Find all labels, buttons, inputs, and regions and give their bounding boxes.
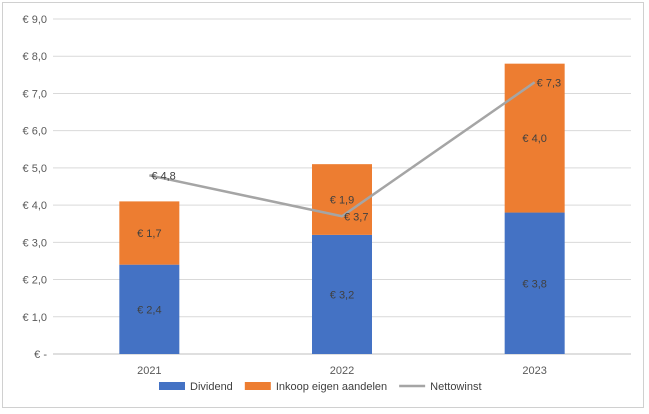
- line-series: [149, 81, 536, 218]
- bar-data-label: € 1,7: [137, 228, 161, 240]
- legend-item: Dividend: [159, 381, 233, 393]
- legend-label: Nettowinst: [430, 381, 481, 393]
- line-data-label: € 7,3: [537, 77, 561, 89]
- chart-frame: € - € 1,0 € 2,0 € 3,0 € 4,0 € 5,0 € 6,0 € 7,0 € …: [2, 2, 644, 408]
- bar-data-label: € 4,0: [522, 133, 546, 145]
- y-tick-label: € 1,0: [23, 312, 47, 324]
- legend-label: Inkoop eigen aandelen: [276, 381, 387, 393]
- data-labels: € 2,4 € 1,7 € 3,2 € 1,9 € 3,8 € 4,0 € 4,8 € 3,7…: [137, 77, 561, 316]
- x-axis-ticks: 2021 2022 2023: [137, 365, 547, 377]
- y-tick-label: € 6,0: [23, 126, 47, 138]
- chart: € - € 1,0 € 2,0 € 3,0 € 4,0 € 5,0 € 6,0 € 7,0 € …: [23, 14, 631, 393]
- legend-item: Inkoop eigen aandelen: [244, 381, 387, 393]
- y-tick-label: € 2,0: [23, 275, 47, 287]
- bar-data-label: € 1,9: [330, 195, 354, 207]
- bar-dividend-2022: [312, 234, 372, 354]
- legend-item: Nettowinst: [399, 381, 482, 393]
- bar-inkoop-2022: [312, 164, 372, 235]
- x-tick-label: 2022: [330, 365, 354, 377]
- y-tick-label: € 4,0: [23, 200, 47, 212]
- line-nettowinst: [149, 81, 536, 218]
- bar-data-label: € 3,2: [330, 289, 354, 301]
- y-tick-label: € 7,0: [23, 88, 47, 100]
- y-tick-label: € 9,0: [23, 14, 47, 26]
- y-tick-label: € -: [34, 349, 47, 361]
- bar-inkoop-2023: [504, 63, 565, 213]
- bars: [119, 63, 565, 354]
- y-tick-label: € 3,0: [23, 237, 47, 249]
- legend-swatch: [244, 382, 271, 390]
- bar-dividend-2023: [504, 212, 565, 354]
- y-tick-label: € 8,0: [23, 51, 47, 63]
- line-data-label: € 3,7: [344, 211, 368, 223]
- legend: Dividend Inkoop eigen aandelen Nettowinst: [159, 381, 482, 393]
- bar-dividend-2021: [119, 264, 180, 354]
- x-tick-label: 2023: [522, 365, 546, 377]
- legend-label: Dividend: [190, 381, 233, 393]
- legend-swatch: [159, 382, 185, 390]
- bar-data-label: € 2,4: [137, 304, 161, 316]
- bar-inkoop-2021: [119, 201, 180, 265]
- bar-data-label: € 3,8: [522, 278, 546, 290]
- y-tick-label: € 5,0: [23, 163, 47, 175]
- y-axis-ticks: € - € 1,0 € 2,0 € 3,0 € 4,0 € 5,0 € 6,0 € 7,0 € …: [23, 14, 48, 361]
- x-tick-label: 2021: [137, 365, 161, 377]
- line-data-label: € 4,8: [151, 170, 175, 182]
